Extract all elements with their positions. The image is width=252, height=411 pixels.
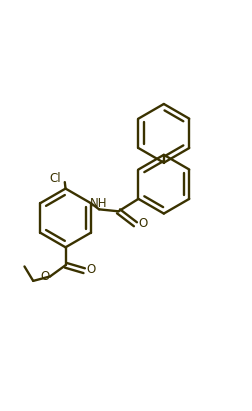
Text: O: O (138, 217, 147, 230)
Text: Cl: Cl (49, 172, 60, 185)
Text: O: O (40, 270, 49, 284)
Text: NH: NH (89, 197, 107, 210)
Text: O: O (86, 263, 96, 276)
